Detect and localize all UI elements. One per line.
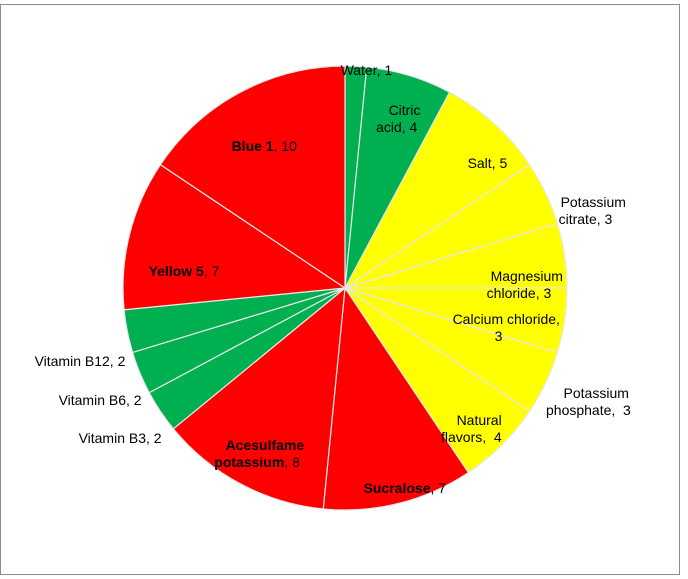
pie-slice-salt bbox=[344, 91, 531, 289]
chart-area: Water, 1 Citric acid, 4 Salt, 5 Potassium… bbox=[0, 4, 680, 575]
label-salt: Salt, 5 bbox=[467, 155, 508, 171]
pie-slice-yellow-5 bbox=[122, 164, 346, 311]
label-vitamin-b12: Vitamin B12, 2 bbox=[34, 353, 126, 369]
label-potassium-phosphate: Potassium phosphate, 3 bbox=[546, 385, 631, 418]
label-water: Water, 1 bbox=[340, 62, 393, 78]
label-blue-1: Blue 1, 10 bbox=[231, 138, 297, 154]
label-vitamin-b3: Vitamin B3, 2 bbox=[78, 430, 162, 446]
label-yellow-5: Yellow 5, 7 bbox=[148, 263, 220, 279]
label-citric-acid: Citric acid, 4 bbox=[376, 102, 421, 135]
label-natural-flavors: Natural flavors, 4 bbox=[441, 412, 502, 445]
label-calcium-chloride: Calcium chloride, 3 bbox=[452, 311, 560, 344]
label-potassium-citrate: Potassium citrate, 3 bbox=[558, 194, 626, 227]
pie-slice-blue-1 bbox=[159, 65, 346, 289]
pie-chart bbox=[122, 65, 568, 511]
pie-slice-sucralose bbox=[322, 287, 469, 511]
label-vitamin-b6: Vitamin B6, 2 bbox=[58, 392, 142, 408]
label-sucralose: Sucralose, 7 bbox=[363, 480, 447, 496]
label-magnesium-chloride: Magnesium chloride, 3 bbox=[486, 268, 563, 301]
pie-slice-acesulfame-potassium bbox=[172, 287, 346, 510]
label-acesulfame-potassium: Acesulfame potassium, 8 bbox=[214, 437, 305, 470]
